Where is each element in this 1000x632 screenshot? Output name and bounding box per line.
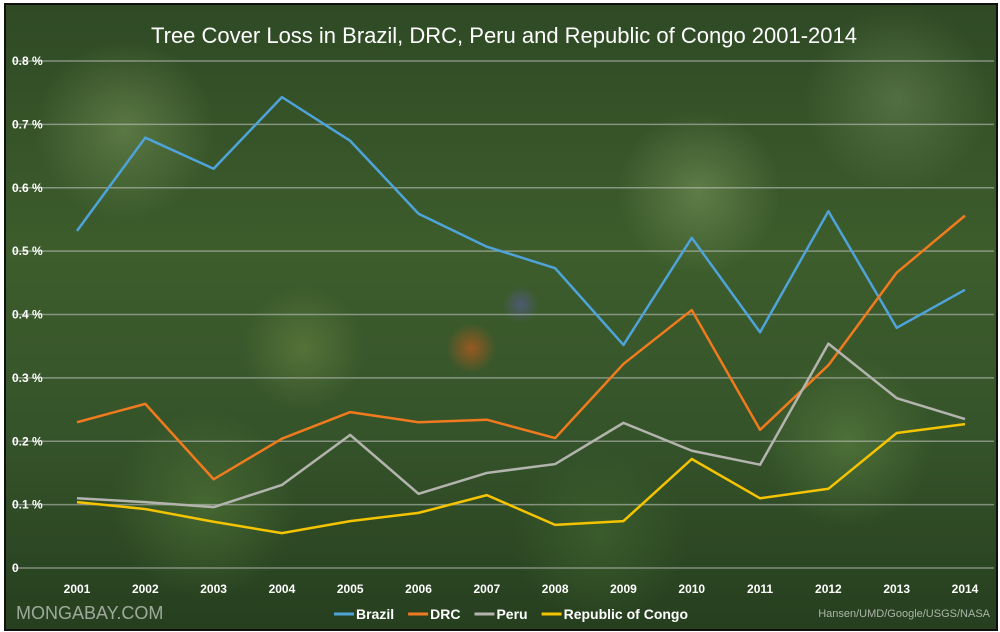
x-tick-label: 2013 <box>883 582 910 596</box>
legend-label: DRC <box>430 606 460 622</box>
y-tick-label: 0.6 % <box>12 181 43 195</box>
series-line-peru <box>76 342 966 509</box>
y-tick-label: 0.5 % <box>12 244 43 258</box>
x-tick-label: 2001 <box>64 582 91 596</box>
y-tick-label: 0.2 % <box>12 434 43 448</box>
x-tick-label: 2008 <box>542 582 569 596</box>
x-tick-label: 2006 <box>405 582 432 596</box>
legend-label: Republic of Congo <box>564 606 688 622</box>
line-chart: Tree Cover Loss in Brazil, DRC, Peru and… <box>12 23 994 623</box>
chart-frame: Tree Cover Loss in Brazil, DRC, Peru and… <box>4 3 998 631</box>
source-credit: Hansen/UMD/Google/USGS/NASA <box>818 608 990 620</box>
x-tick-label: 2005 <box>337 582 364 596</box>
x-tick-label: 2010 <box>678 582 705 596</box>
y-tick-label: 0.4 % <box>12 308 43 322</box>
chart-title: Tree Cover Loss in Brazil, DRC, Peru and… <box>151 23 857 48</box>
x-tick-label: 2014 <box>952 582 979 596</box>
x-tick-label: 2007 <box>473 582 500 596</box>
x-tick-label: 2009 <box>610 582 637 596</box>
y-tick-label: 0.8 % <box>12 54 43 68</box>
y-tick-label: 0 <box>12 561 19 575</box>
mongabay-watermark: MONGABAY.COM <box>16 603 163 623</box>
series-line-brazil <box>75 95 966 347</box>
series-line-republic-of-congo <box>76 422 966 535</box>
x-tick-label: 2011 <box>747 582 773 596</box>
x-tick-label: 2012 <box>815 582 842 596</box>
y-tick-label: 0.7 % <box>12 117 43 131</box>
legend-label: Peru <box>496 606 527 622</box>
x-tick-label: 2004 <box>269 582 296 596</box>
legend-label: Brazil <box>356 606 394 622</box>
y-tick-label: 0.1 % <box>12 498 43 512</box>
y-tick-label: 0.3 % <box>12 371 43 385</box>
series-line-drc <box>76 214 966 481</box>
x-tick-label: 2002 <box>132 582 159 596</box>
x-tick-label: 2003 <box>200 582 227 596</box>
